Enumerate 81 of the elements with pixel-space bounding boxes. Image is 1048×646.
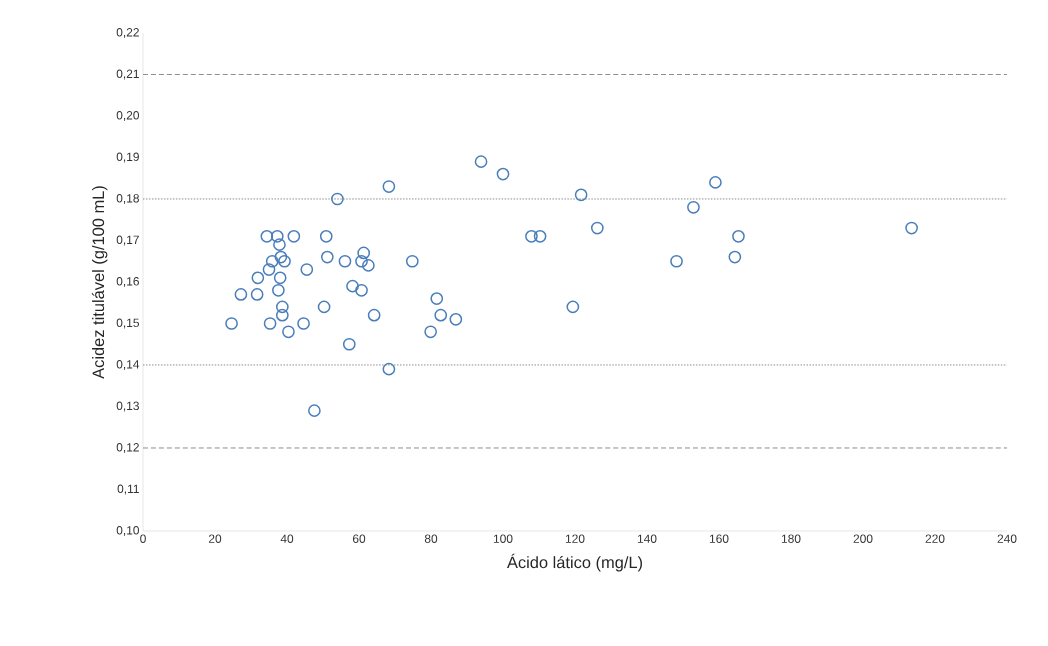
y-tick-label: 0,14 (116, 360, 140, 370)
point (342, 337, 356, 351)
point (496, 167, 510, 181)
point (273, 271, 287, 285)
x-tick-label: 160 (709, 534, 729, 543)
point (338, 254, 352, 268)
x-tick-label: 0 (140, 534, 146, 543)
point (355, 283, 368, 297)
point (405, 254, 419, 268)
x-axis-title: Ácido lático (mg/L) (506, 553, 643, 572)
point (251, 271, 265, 285)
y-tick-label: 0,11 (117, 484, 139, 495)
point (275, 308, 289, 322)
x-tick-label: 180 (781, 534, 801, 543)
x-tick-label: 140 (637, 534, 657, 543)
point (287, 229, 301, 243)
point (382, 362, 396, 376)
x-tick-label: 220 (925, 534, 945, 543)
x-tick-label: 120 (565, 534, 585, 543)
point (260, 229, 274, 243)
x-tick-label: 100 (493, 534, 513, 543)
point (297, 317, 310, 330)
point (274, 250, 288, 264)
point (367, 308, 381, 322)
point (270, 229, 284, 243)
point (590, 221, 604, 235)
point (355, 254, 368, 268)
point (574, 188, 588, 202)
x-tick-label: 240 (997, 534, 1017, 543)
point (382, 180, 396, 193)
point (670, 254, 683, 268)
y-tick-label: 0,12 (116, 443, 139, 453)
point (319, 229, 333, 243)
point (424, 325, 437, 339)
y-tick-label: 0,17 (116, 235, 139, 246)
point (566, 300, 580, 314)
y-tick-label: 0,21 (116, 69, 139, 80)
point (262, 263, 276, 276)
point (362, 259, 375, 272)
point (273, 238, 286, 251)
point (275, 300, 289, 314)
point (905, 221, 918, 235)
point (331, 192, 344, 206)
point (225, 317, 238, 330)
y-tick-label: 0,16 (116, 277, 139, 287)
point (533, 229, 547, 243)
point (728, 250, 742, 264)
y-tick-label: 0,13 (116, 401, 139, 412)
point (317, 300, 331, 314)
y-axis-title: Acidez titulável (g/100 mL) (91, 186, 108, 379)
point (282, 325, 295, 339)
y-tick-label: 0,10 (116, 526, 140, 536)
y-tick-label: 0,18 (116, 194, 139, 204)
point (265, 254, 279, 268)
y-tick-label: 0,20 (116, 111, 140, 121)
point (272, 283, 285, 297)
point (525, 229, 538, 243)
point (346, 279, 359, 293)
x-tick-label: 200 (853, 534, 873, 543)
point (449, 312, 463, 326)
point (732, 229, 745, 243)
point (434, 308, 448, 322)
point (709, 176, 722, 189)
point (263, 317, 277, 330)
y-tick-label: 0,22 (116, 28, 139, 38)
x-tick-label: 20 (208, 534, 222, 543)
y-tick-label: 0,19 (116, 152, 139, 163)
point (430, 292, 444, 305)
point (320, 250, 334, 264)
point (687, 200, 700, 214)
point (250, 288, 264, 301)
point (308, 404, 321, 417)
point (278, 254, 291, 268)
point (300, 263, 314, 276)
point (234, 288, 248, 301)
x-tick-label: 40 (280, 534, 294, 543)
point (474, 155, 488, 168)
y-tick-label: 0,15 (116, 318, 139, 329)
x-tick-label: 80 (424, 534, 438, 543)
x-tick-label: 60 (352, 534, 366, 543)
point (357, 246, 371, 260)
